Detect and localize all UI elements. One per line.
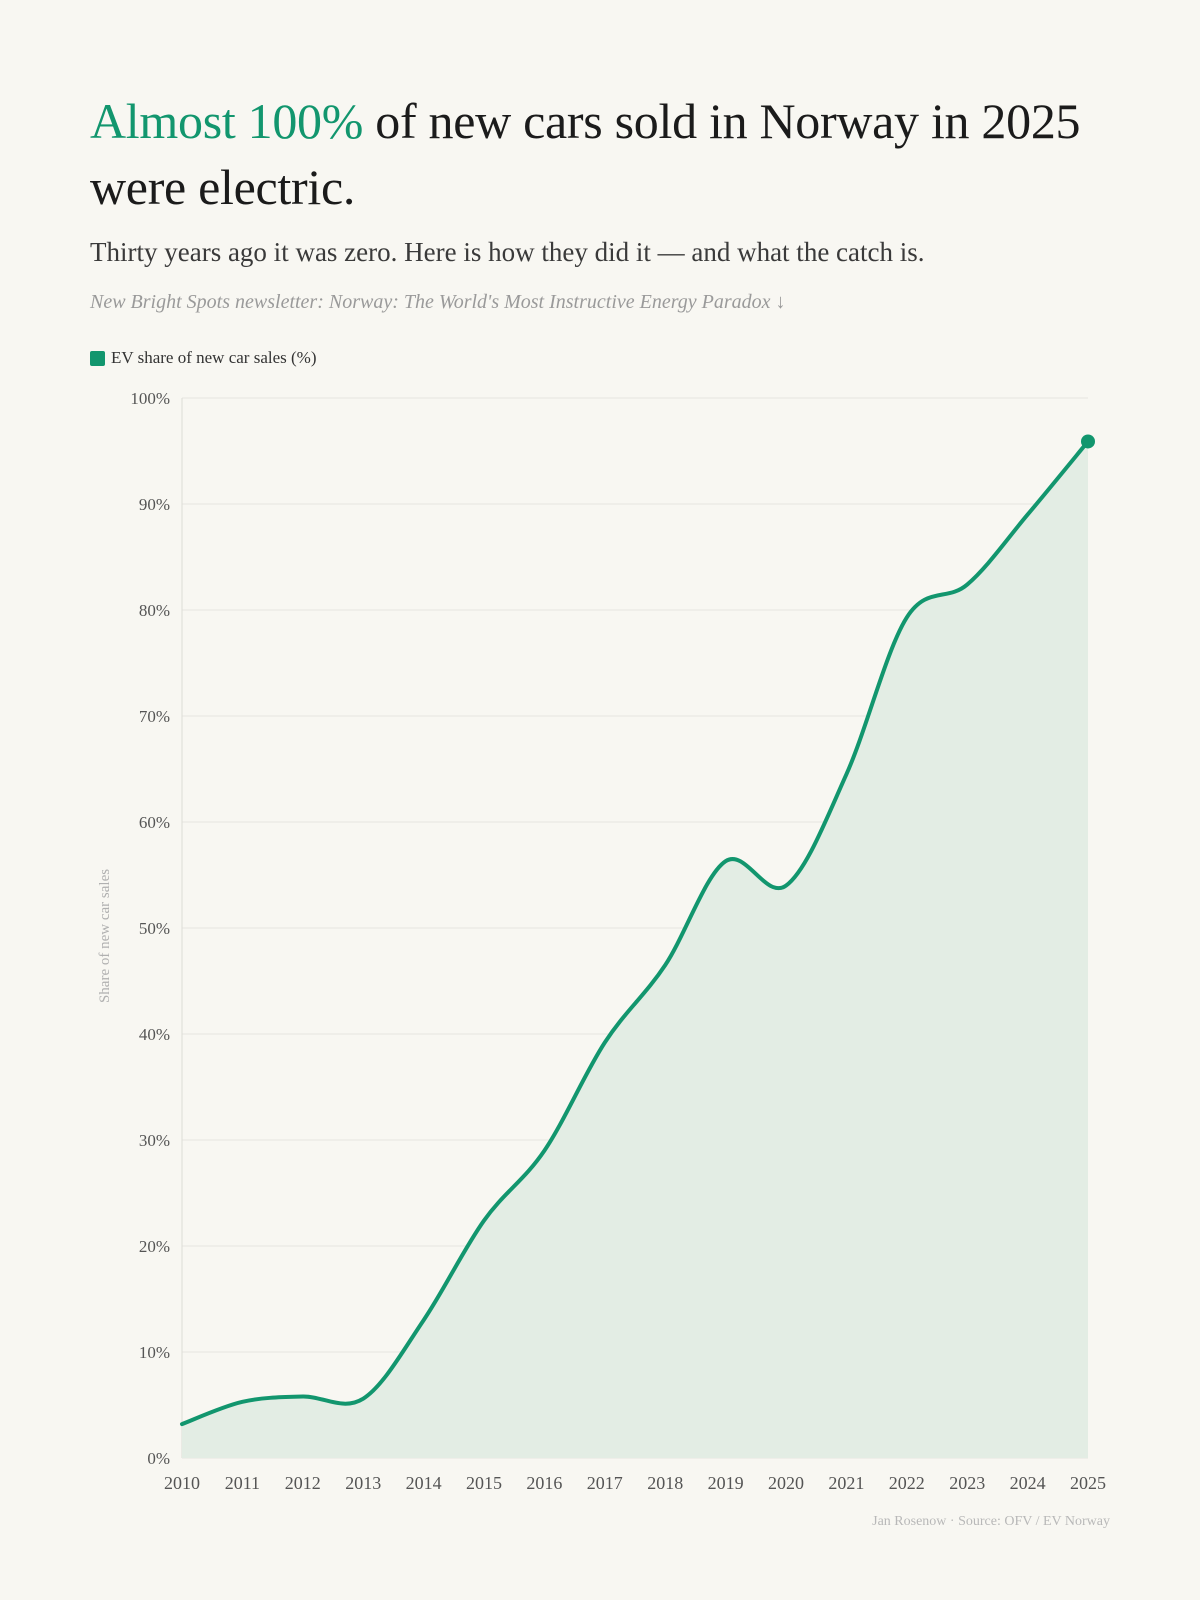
data-point — [239, 1399, 245, 1405]
data-point — [904, 614, 910, 620]
y-tick-label: 60% — [139, 813, 170, 832]
data-point — [723, 858, 729, 864]
x-tick-label: 2020 — [768, 1473, 804, 1493]
legend-label: EV share of new car sales (%) — [111, 348, 317, 367]
x-tick-label: 2010 — [164, 1473, 200, 1493]
x-tick-label: 2019 — [708, 1473, 744, 1493]
data-point — [300, 1394, 306, 1400]
x-tick-label: 2012 — [285, 1473, 321, 1493]
chart-title: Almost 100% of new cars sold in Norway i… — [90, 88, 1130, 220]
data-point — [783, 883, 789, 889]
data-point — [481, 1218, 487, 1224]
x-tick-label: 2011 — [225, 1473, 260, 1493]
source-credit: Jan Rosenow · Source: OFV / EV Norway — [872, 1514, 1110, 1529]
y-axis-title: Share of new car sales — [97, 869, 113, 1003]
x-tick-label: 2013 — [345, 1473, 381, 1493]
x-tick-label: 2021 — [828, 1473, 864, 1493]
end-point-marker — [1081, 434, 1095, 449]
x-tick-label: 2023 — [949, 1473, 985, 1493]
data-point — [602, 1039, 608, 1045]
y-tick-label: 80% — [139, 601, 170, 620]
newsletter-link[interactable]: New Bright Spots newsletter: Norway: The… — [90, 291, 786, 313]
y-tick-label: 30% — [139, 1131, 170, 1150]
y-tick-label: 90% — [139, 495, 170, 514]
x-tick-label: 2022 — [889, 1473, 925, 1493]
title-highlight: Almost 100% — [90, 93, 364, 149]
legend-swatch — [90, 350, 105, 366]
series-line — [180, 439, 1090, 1427]
x-tick-label: 2016 — [526, 1473, 562, 1493]
y-tick-label: 0% — [147, 1449, 170, 1468]
x-tick-label: 2017 — [587, 1473, 623, 1493]
x-tick-label: 2018 — [647, 1473, 683, 1493]
y-tick-label: 50% — [139, 919, 170, 938]
y-tick-label: 100% — [130, 389, 170, 408]
y-tick-label: 70% — [139, 707, 170, 726]
data-point — [662, 962, 668, 968]
y-tick-label: 20% — [139, 1237, 170, 1256]
data-point — [964, 582, 970, 588]
y-tick-label: 10% — [139, 1343, 170, 1362]
data-point — [541, 1148, 547, 1154]
subtitle: Thirty years ago it was zero. Here is ho… — [90, 237, 925, 267]
data-point — [360, 1396, 366, 1402]
y-tick-label: 40% — [139, 1025, 170, 1044]
title-rest: of new cars sold in Norway in 2025 were … — [90, 93, 1081, 215]
x-tick-label: 2025 — [1070, 1473, 1106, 1493]
x-tick-label: 2014 — [406, 1473, 442, 1493]
x-tick-label: 2024 — [1010, 1473, 1046, 1493]
data-point — [1025, 512, 1031, 518]
legend: EV share of new car sales (%) — [90, 348, 317, 368]
data-point — [421, 1317, 427, 1323]
series-area — [182, 441, 1088, 1459]
data-point — [179, 1421, 185, 1427]
x-tick-label: 2015 — [466, 1473, 502, 1493]
data-point — [843, 771, 849, 777]
